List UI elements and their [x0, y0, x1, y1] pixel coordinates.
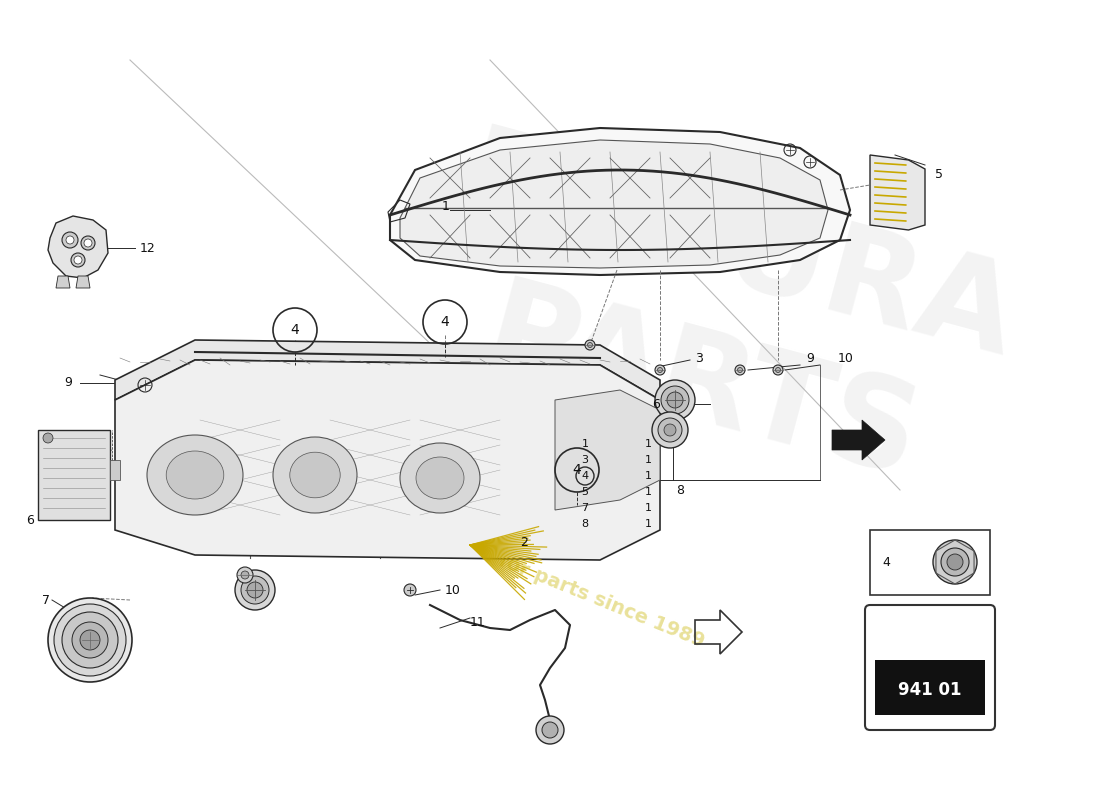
- Text: 941 01: 941 01: [899, 681, 961, 699]
- Text: 1: 1: [645, 519, 652, 529]
- Ellipse shape: [400, 443, 480, 513]
- Circle shape: [404, 584, 416, 596]
- Circle shape: [248, 582, 263, 598]
- Circle shape: [84, 239, 92, 247]
- Text: 1: 1: [645, 439, 652, 449]
- Text: 2: 2: [520, 537, 528, 550]
- Polygon shape: [556, 390, 660, 510]
- Text: 7: 7: [582, 503, 588, 513]
- Bar: [39, 430, 110, 520]
- Circle shape: [43, 433, 53, 443]
- Ellipse shape: [166, 451, 223, 499]
- Ellipse shape: [273, 437, 358, 513]
- Ellipse shape: [289, 452, 340, 498]
- Text: 3: 3: [582, 455, 588, 465]
- Text: 8: 8: [582, 519, 588, 529]
- Circle shape: [80, 630, 100, 650]
- Text: 6: 6: [26, 514, 34, 526]
- Text: 9: 9: [64, 377, 72, 390]
- Circle shape: [933, 540, 977, 584]
- Text: 1: 1: [442, 201, 450, 214]
- Polygon shape: [116, 340, 660, 400]
- Circle shape: [236, 567, 253, 583]
- Circle shape: [654, 380, 695, 420]
- Circle shape: [737, 367, 742, 373]
- Circle shape: [81, 236, 95, 250]
- Circle shape: [940, 548, 969, 576]
- Circle shape: [652, 412, 688, 448]
- Circle shape: [241, 571, 249, 579]
- Text: 6: 6: [652, 398, 660, 410]
- Circle shape: [735, 365, 745, 375]
- Text: 8: 8: [676, 483, 684, 497]
- Circle shape: [48, 598, 132, 682]
- Ellipse shape: [416, 457, 464, 499]
- Text: 4: 4: [441, 315, 450, 329]
- Circle shape: [74, 256, 82, 264]
- Bar: [870, 530, 990, 595]
- Circle shape: [66, 236, 74, 244]
- Text: 1: 1: [645, 487, 652, 497]
- Circle shape: [947, 554, 962, 570]
- Ellipse shape: [147, 435, 243, 515]
- Circle shape: [654, 365, 666, 375]
- Circle shape: [658, 418, 682, 442]
- Polygon shape: [390, 128, 850, 275]
- Text: 4: 4: [582, 471, 588, 481]
- Text: 5: 5: [582, 487, 588, 497]
- Circle shape: [664, 424, 676, 436]
- Circle shape: [773, 365, 783, 375]
- Text: a passion for parts since 1989: a passion for parts since 1989: [393, 509, 707, 651]
- Circle shape: [661, 386, 689, 414]
- Circle shape: [235, 570, 275, 610]
- Polygon shape: [832, 420, 886, 460]
- Circle shape: [658, 367, 662, 373]
- Circle shape: [72, 622, 108, 658]
- Text: 1: 1: [645, 503, 652, 513]
- Text: 12: 12: [140, 242, 156, 254]
- Text: FUTURA
PARTS: FUTURA PARTS: [412, 121, 1027, 519]
- Circle shape: [62, 612, 118, 668]
- Text: 10: 10: [446, 583, 461, 597]
- Text: 7: 7: [42, 594, 50, 606]
- Circle shape: [536, 716, 564, 744]
- Circle shape: [667, 392, 683, 408]
- Polygon shape: [56, 276, 70, 288]
- Polygon shape: [116, 360, 660, 560]
- Text: 1: 1: [645, 455, 652, 465]
- Polygon shape: [870, 155, 925, 230]
- Circle shape: [587, 342, 593, 347]
- Circle shape: [585, 340, 595, 350]
- Text: 5: 5: [935, 169, 943, 182]
- Polygon shape: [48, 216, 108, 278]
- Circle shape: [542, 722, 558, 738]
- Circle shape: [241, 576, 270, 604]
- Bar: [874, 660, 984, 715]
- Polygon shape: [400, 140, 828, 268]
- Circle shape: [62, 232, 78, 248]
- Polygon shape: [76, 276, 90, 288]
- Text: 9: 9: [806, 351, 814, 365]
- Bar: [110, 460, 120, 480]
- Text: 3: 3: [695, 351, 703, 365]
- FancyBboxPatch shape: [865, 605, 996, 730]
- Circle shape: [54, 604, 126, 676]
- Text: 4: 4: [882, 555, 890, 569]
- Text: 4: 4: [290, 323, 299, 337]
- Text: 10: 10: [838, 351, 854, 365]
- Circle shape: [776, 367, 781, 373]
- Text: 1: 1: [582, 439, 588, 449]
- Text: 4: 4: [573, 463, 582, 477]
- Text: 11: 11: [470, 615, 486, 629]
- Text: 1: 1: [645, 471, 652, 481]
- Circle shape: [72, 253, 85, 267]
